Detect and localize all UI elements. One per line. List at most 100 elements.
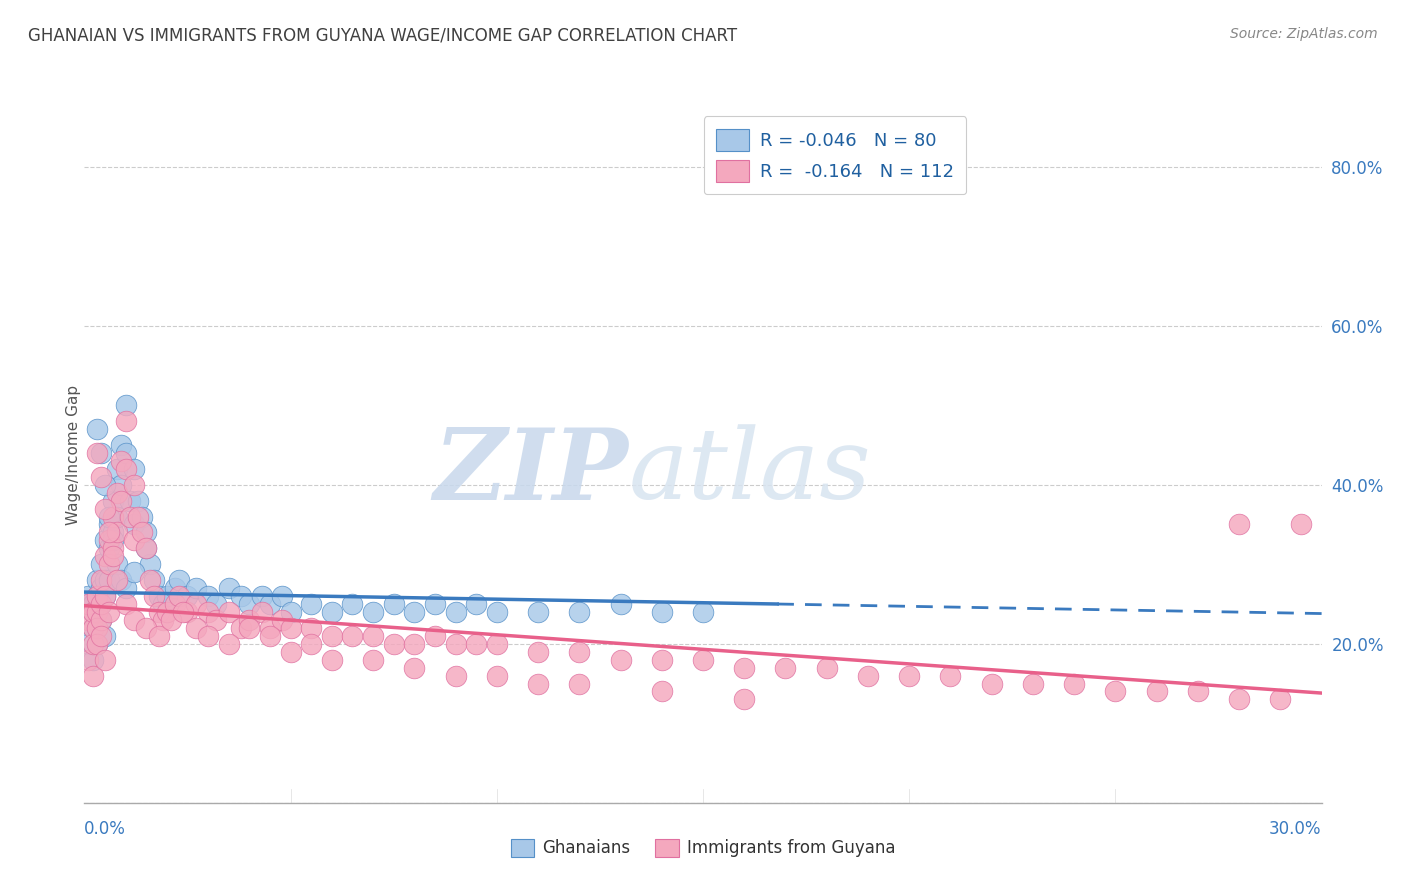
Point <box>90 558 112 572</box>
Point <box>197 589 219 603</box>
Point <box>238 597 260 611</box>
Point <box>465 597 488 611</box>
Point <box>184 597 207 611</box>
Point <box>82 605 104 619</box>
Point <box>148 605 170 619</box>
Point <box>86 621 108 635</box>
Point <box>127 509 149 524</box>
Point <box>651 684 673 698</box>
Point <box>167 589 190 603</box>
Point <box>259 597 281 611</box>
Point <box>86 446 108 460</box>
Point <box>114 462 136 476</box>
Point <box>131 525 153 540</box>
Point <box>122 477 145 491</box>
Point <box>238 613 260 627</box>
Point <box>156 605 179 619</box>
Point <box>86 589 108 603</box>
Point <box>485 637 508 651</box>
Point <box>114 581 136 595</box>
Point <box>1289 517 1312 532</box>
Point <box>184 581 207 595</box>
Point <box>86 637 108 651</box>
Point <box>82 621 104 635</box>
Point <box>568 676 591 690</box>
Point <box>82 653 104 667</box>
Point <box>160 613 183 627</box>
Point <box>90 629 112 643</box>
Point <box>105 485 128 500</box>
Point <box>568 605 591 619</box>
Point <box>156 589 179 603</box>
Point <box>94 653 117 667</box>
Point <box>218 637 240 651</box>
Point <box>86 605 108 619</box>
Point <box>86 589 108 603</box>
Text: 30.0%: 30.0% <box>1270 821 1322 838</box>
Point <box>259 621 281 635</box>
Point <box>90 446 112 460</box>
Point <box>94 533 117 548</box>
Point <box>110 477 132 491</box>
Point <box>1227 517 1250 532</box>
Point <box>103 549 125 564</box>
Point <box>205 613 228 627</box>
Point <box>1063 676 1085 690</box>
Point <box>86 637 108 651</box>
Point <box>733 692 755 706</box>
Point <box>103 509 125 524</box>
Point <box>143 573 166 587</box>
Point <box>404 637 426 651</box>
Point <box>77 613 100 627</box>
Text: atlas: atlas <box>628 425 872 520</box>
Point <box>172 605 194 619</box>
Point <box>152 613 174 627</box>
Point <box>103 493 125 508</box>
Point <box>280 605 302 619</box>
Point <box>423 597 446 611</box>
Point <box>1270 692 1292 706</box>
Point <box>86 573 108 587</box>
Point <box>176 605 198 619</box>
Point <box>342 629 364 643</box>
Point <box>299 597 322 611</box>
Point <box>90 597 112 611</box>
Point <box>218 605 240 619</box>
Point <box>122 565 145 579</box>
Point <box>98 541 121 556</box>
Point <box>465 637 488 651</box>
Point <box>651 605 673 619</box>
Y-axis label: Wage/Income Gap: Wage/Income Gap <box>66 384 80 525</box>
Point <box>1227 692 1250 706</box>
Point <box>131 509 153 524</box>
Point <box>105 462 128 476</box>
Point <box>259 629 281 643</box>
Point <box>94 573 117 587</box>
Point <box>90 597 112 611</box>
Point <box>321 629 343 643</box>
Point <box>114 597 136 611</box>
Point <box>197 605 219 619</box>
Point <box>135 541 157 556</box>
Point <box>815 660 838 674</box>
Point <box>404 605 426 619</box>
Point <box>651 653 673 667</box>
Point <box>94 629 117 643</box>
Point <box>321 653 343 667</box>
Point <box>139 573 162 587</box>
Point <box>98 558 121 572</box>
Point <box>250 589 273 603</box>
Point <box>299 621 322 635</box>
Point <box>82 597 104 611</box>
Point <box>148 589 170 603</box>
Point <box>82 605 104 619</box>
Point <box>229 621 252 635</box>
Point <box>90 613 112 627</box>
Point <box>229 589 252 603</box>
Point <box>110 438 132 452</box>
Point <box>184 621 207 635</box>
Point <box>103 525 125 540</box>
Point <box>939 668 962 682</box>
Point <box>321 605 343 619</box>
Point <box>86 621 108 635</box>
